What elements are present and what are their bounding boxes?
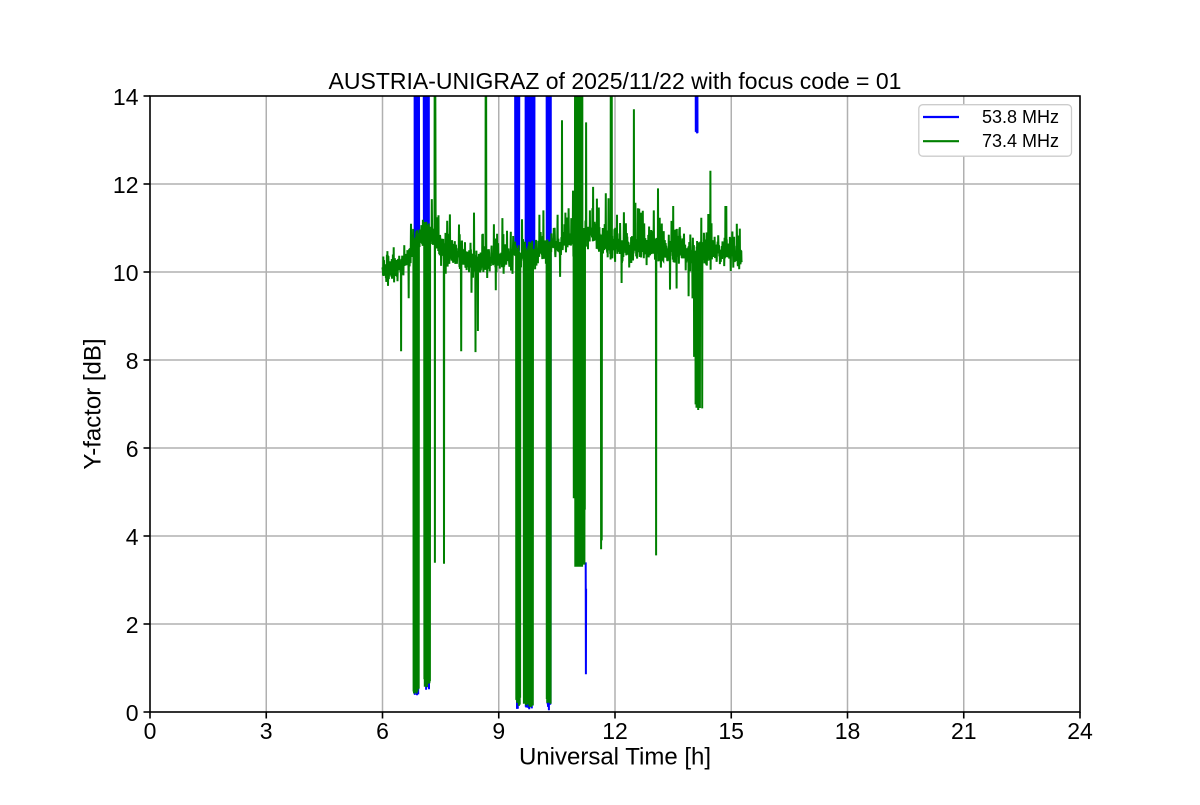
svg-text:0: 0 bbox=[126, 700, 139, 726]
svg-text:9: 9 bbox=[492, 718, 505, 744]
svg-text:8: 8 bbox=[126, 348, 139, 374]
svg-text:10: 10 bbox=[113, 260, 139, 286]
svg-text:Y-factor [dB]: Y-factor [dB] bbox=[80, 338, 107, 469]
svg-text:6: 6 bbox=[376, 718, 389, 744]
svg-text:21: 21 bbox=[951, 718, 977, 744]
svg-text:12: 12 bbox=[113, 172, 139, 198]
svg-text:73.4 MHz: 73.4 MHz bbox=[982, 131, 1059, 151]
svg-text:15: 15 bbox=[718, 718, 744, 744]
svg-text:2: 2 bbox=[126, 612, 139, 638]
svg-text:3: 3 bbox=[260, 718, 273, 744]
svg-text:4: 4 bbox=[126, 524, 139, 550]
svg-text:18: 18 bbox=[835, 718, 861, 744]
svg-text:24: 24 bbox=[1067, 718, 1093, 744]
svg-text:AUSTRIA-UNIGRAZ of 2025/11/22: AUSTRIA-UNIGRAZ of 2025/11/22 with focus… bbox=[329, 68, 902, 94]
svg-text:12: 12 bbox=[602, 718, 628, 744]
svg-text:14: 14 bbox=[113, 84, 139, 110]
svg-text:53.8 MHz: 53.8 MHz bbox=[982, 107, 1059, 127]
svg-text:6: 6 bbox=[126, 436, 139, 462]
svg-text:0: 0 bbox=[144, 718, 157, 744]
svg-text:Universal Time [h]: Universal Time [h] bbox=[519, 744, 711, 771]
